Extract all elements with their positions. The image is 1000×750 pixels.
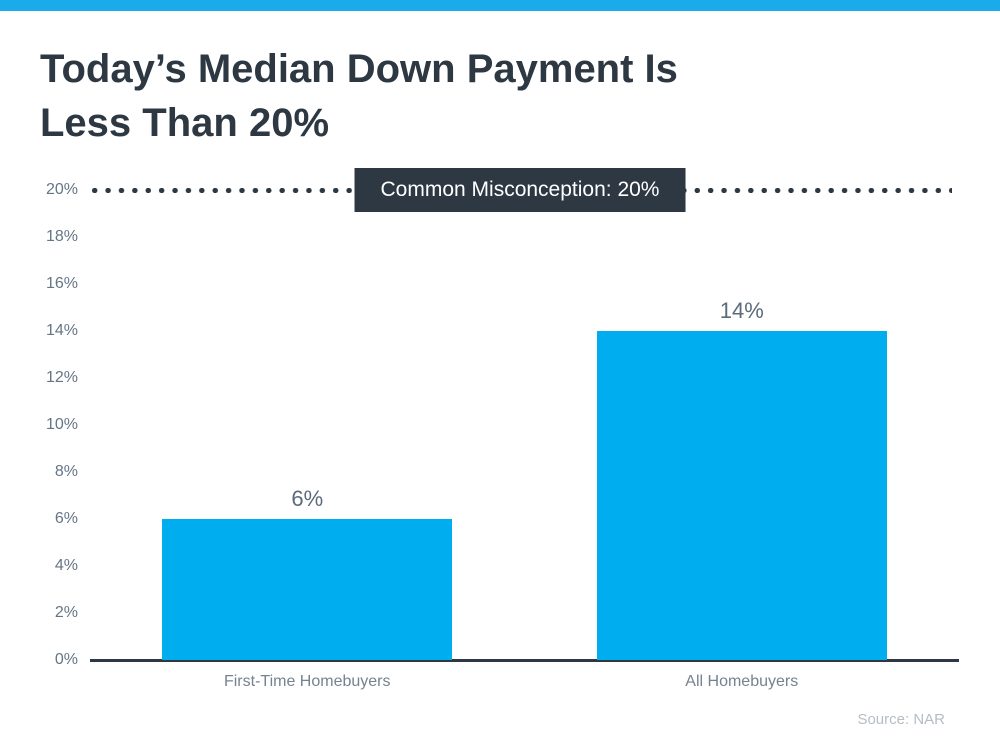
y-tick-16: 16% [45,275,78,292]
x-axis-baseline [90,659,959,662]
y-tick-8: 8% [54,463,78,480]
chart-title-line-2: Less Than 20% [40,101,330,145]
y-tick-0: 0% [54,651,78,668]
category-label-first-time-homebuyers: First-Time Homebuyers [223,673,391,690]
misconception-annotation: Common Misconception: 20% [354,168,686,212]
category-label-all-homebuyers: All Homebuyers [685,673,799,690]
bar-first-time-homebuyers [162,519,453,660]
chart-title: Today’s Median Down Payment Is Less Than… [40,42,678,150]
y-tick-14: 14% [45,322,78,339]
top-accent-stripe [0,0,1000,11]
value-label-first-time-homebuyers: 6% [291,486,324,511]
source-label: Source: NAR [857,711,945,728]
y-tick-2: 2% [54,604,78,621]
bar-all-homebuyers [596,331,887,660]
chart-title-line-1: Today’s Median Down Payment Is [40,47,678,91]
y-tick-6: 6% [54,510,78,527]
y-tick-12: 12% [45,369,78,386]
y-tick-4: 4% [54,557,78,574]
y-tick-18: 18% [45,228,78,245]
y-tick-20: 20% [45,181,78,198]
y-tick-10: 10% [45,416,78,433]
value-label-all-homebuyers: 14% [719,298,764,323]
